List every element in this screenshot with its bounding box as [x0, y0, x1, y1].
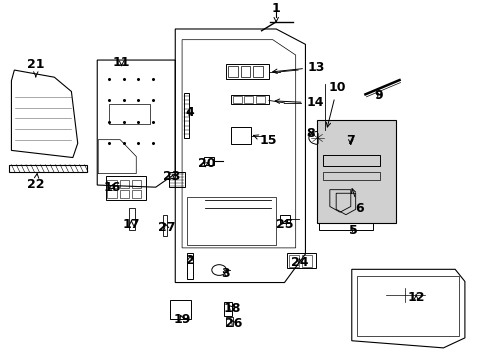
Text: 14: 14	[275, 96, 323, 109]
Text: 23: 23	[163, 170, 180, 183]
Bar	[129, 208, 135, 230]
Bar	[225, 317, 232, 327]
Text: 12: 12	[407, 291, 424, 305]
Bar	[279, 215, 290, 223]
Bar	[323, 172, 379, 180]
Bar	[170, 300, 190, 319]
Bar	[107, 190, 117, 198]
Text: 11: 11	[113, 56, 130, 69]
Bar	[224, 302, 231, 316]
Text: 26: 26	[224, 317, 242, 330]
Bar	[9, 165, 86, 172]
Bar	[289, 255, 299, 267]
Text: 9: 9	[374, 89, 383, 102]
Text: 17: 17	[122, 218, 140, 231]
Bar	[227, 67, 237, 77]
Bar	[318, 223, 372, 230]
Bar	[109, 104, 150, 123]
Bar	[316, 120, 395, 223]
Text: 18: 18	[223, 302, 240, 315]
Text: 5: 5	[348, 224, 357, 237]
Bar	[183, 93, 189, 138]
Bar	[323, 155, 379, 166]
Bar	[287, 252, 315, 268]
Text: 10: 10	[325, 81, 345, 127]
Text: 3: 3	[221, 267, 230, 280]
Bar	[120, 190, 129, 198]
Text: 20: 20	[197, 157, 215, 170]
Bar	[187, 253, 193, 279]
Text: 21: 21	[27, 58, 44, 77]
Bar	[240, 67, 250, 77]
Bar	[162, 215, 167, 236]
Text: 1: 1	[271, 2, 280, 22]
Bar	[253, 67, 263, 77]
Bar	[105, 176, 145, 201]
Bar	[232, 96, 241, 103]
Text: 2: 2	[185, 253, 194, 266]
Bar	[132, 190, 141, 198]
Text: 6: 6	[351, 189, 363, 215]
Text: 4: 4	[185, 107, 194, 120]
Bar	[203, 157, 214, 165]
Text: 25: 25	[275, 218, 293, 231]
Text: 27: 27	[158, 221, 175, 234]
Bar	[225, 64, 268, 79]
Text: 19: 19	[173, 313, 190, 326]
Text: 13: 13	[272, 61, 325, 74]
Text: 22: 22	[27, 174, 44, 191]
Bar	[230, 127, 251, 144]
Bar	[120, 180, 129, 188]
Bar	[244, 96, 253, 103]
Bar	[356, 276, 458, 336]
Text: 7: 7	[346, 134, 354, 147]
Bar	[302, 255, 311, 267]
Text: 8: 8	[305, 127, 314, 140]
Text: 16: 16	[103, 181, 121, 194]
Bar	[169, 172, 184, 187]
Bar	[132, 180, 141, 188]
Text: 15: 15	[253, 134, 276, 147]
Bar	[230, 95, 268, 104]
Text: 24: 24	[291, 256, 308, 269]
Bar	[107, 180, 117, 188]
Bar	[256, 96, 264, 103]
